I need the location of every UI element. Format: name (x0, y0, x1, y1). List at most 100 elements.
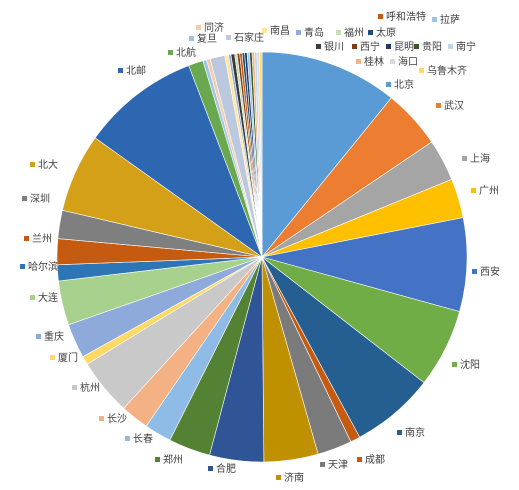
slice-label-swatch (36, 334, 41, 339)
slice-label-南昌: 南昌 (262, 24, 290, 37)
slice-label-成都: 成都 (357, 454, 385, 466)
slice-label-swatch (397, 430, 402, 435)
slice-label-text: 成都 (365, 454, 385, 466)
slice-label-哈尔滨: 哈尔滨 (20, 260, 58, 273)
slice-label-swatch (419, 68, 424, 73)
slice-label-text: 济南 (284, 471, 304, 484)
slice-label-text: 复旦 (197, 32, 217, 45)
slice-label-swatch (336, 30, 341, 35)
slice-label-南京: 南京 (397, 426, 425, 439)
slice-label-swatch (471, 188, 476, 193)
slice-label-swatch (357, 457, 362, 462)
slice-label-swatch (155, 457, 160, 462)
slice-label-text: 沈阳 (460, 358, 480, 371)
slice-label-text: 北京 (394, 78, 414, 91)
slice-label-武汉: 武汉 (436, 99, 464, 112)
slice-label-乌鲁木齐: 乌鲁木齐 (419, 64, 467, 77)
slice-label-呼和浩特: 呼和浩特 (378, 11, 426, 23)
slice-label-text: 天津 (328, 459, 348, 471)
slice-label-text: 太原 (376, 26, 396, 39)
slice-label-昆明: 昆明 (386, 41, 414, 53)
slice-label-text: 青岛 (304, 26, 324, 39)
slice-label-拉萨: 拉萨 (432, 13, 460, 26)
slice-label-南宁: 南宁 (448, 40, 476, 53)
slice-label-text: 南宁 (456, 40, 476, 53)
slice-label-swatch (316, 44, 321, 49)
slice-label-郑州: 郑州 (155, 453, 183, 466)
slice-label-大连: 大连 (30, 291, 58, 304)
slice-label-swatch (168, 50, 173, 55)
slice-label-西宁: 西宁 (352, 40, 380, 53)
pie-slice-北邮 (94, 65, 263, 258)
slice-label-text: 桂林 (364, 55, 384, 68)
slice-label-text: 深圳 (30, 193, 50, 205)
slice-label-swatch (189, 36, 194, 41)
slice-label-同济: 同济 (196, 21, 224, 34)
slice-label-青岛: 青岛 (296, 26, 324, 39)
slice-label-swatch (448, 44, 453, 49)
slice-label-text: 广州 (479, 185, 499, 197)
slice-label-银川: 银川 (316, 40, 344, 53)
slice-label-swatch (296, 30, 301, 35)
slice-label-swatch (30, 162, 35, 167)
slice-label-text: 同济 (204, 21, 224, 34)
slice-label-text: 重庆 (44, 330, 64, 343)
slice-label-swatch (432, 17, 437, 22)
slice-label-兰州: 兰州 (24, 232, 52, 245)
pie-slices (56, 51, 468, 463)
slice-label-swatch (436, 103, 441, 108)
slice-label-石家庄: 石家庄 (226, 31, 264, 44)
slice-label-太原: 太原 (368, 26, 396, 39)
slice-label-swatch (118, 68, 123, 73)
slice-label-沈阳: 沈阳 (452, 358, 480, 371)
slice-label-swatch (472, 269, 477, 274)
slice-label-swatch (24, 236, 29, 241)
slice-label-swatch (20, 264, 25, 269)
slice-label-swatch (262, 28, 267, 33)
slice-label-swatch (368, 30, 373, 35)
slice-label-text: 哈尔滨 (28, 260, 58, 273)
slice-label-text: 合肥 (216, 462, 236, 475)
slice-label-text: 兰州 (32, 232, 52, 245)
slice-label-swatch (414, 44, 419, 49)
slice-label-swatch (390, 59, 395, 64)
slice-label-text: 南京 (405, 426, 425, 439)
slice-label-text: 海口 (398, 55, 418, 68)
slice-label-swatch (226, 35, 231, 40)
slice-label-text: 长沙 (107, 413, 127, 425)
slice-label-text: 郑州 (163, 453, 183, 466)
slice-label-北航: 北航 (168, 46, 196, 59)
slice-label-复旦: 复旦 (189, 32, 217, 45)
slice-label-海口: 海口 (390, 55, 418, 68)
slice-label-济南: 济南 (276, 471, 304, 484)
slice-label-text: 厦门 (58, 351, 78, 364)
slice-label-swatch (386, 82, 391, 87)
pie-slice-北京 (261, 51, 392, 258)
slice-label-swatch (125, 436, 130, 441)
slice-label-福州: 福州 (336, 26, 364, 39)
slice-label-text: 乌鲁木齐 (427, 64, 467, 77)
slice-label-杭州: 杭州 (72, 381, 100, 394)
slice-label-text: 福州 (344, 26, 364, 39)
slice-label-合肥: 合肥 (208, 462, 236, 475)
slice-label-swatch (352, 44, 357, 49)
slice-label-厦门: 厦门 (50, 351, 78, 364)
slice-label-text: 杭州 (80, 381, 100, 394)
slice-label-text: 北大 (38, 158, 58, 171)
slice-label-长沙: 长沙 (99, 413, 127, 425)
slice-label-text: 北航 (176, 46, 196, 59)
slice-label-text: 南昌 (270, 24, 290, 37)
pie-slice-乌鲁木齐 (259, 51, 263, 258)
slice-label-swatch (99, 416, 104, 421)
slice-label-text: 西安 (480, 265, 500, 278)
slice-label-text: 长春 (133, 433, 153, 445)
slice-label-重庆: 重庆 (36, 330, 64, 343)
slice-label-swatch (462, 156, 467, 161)
slice-label-swatch (378, 14, 383, 19)
slice-label-swatch (386, 44, 391, 49)
slice-label-西安: 西安 (472, 265, 500, 278)
slice-label-广州: 广州 (471, 185, 499, 197)
slice-label-text: 拉萨 (440, 13, 460, 26)
slice-label-swatch (276, 475, 281, 480)
